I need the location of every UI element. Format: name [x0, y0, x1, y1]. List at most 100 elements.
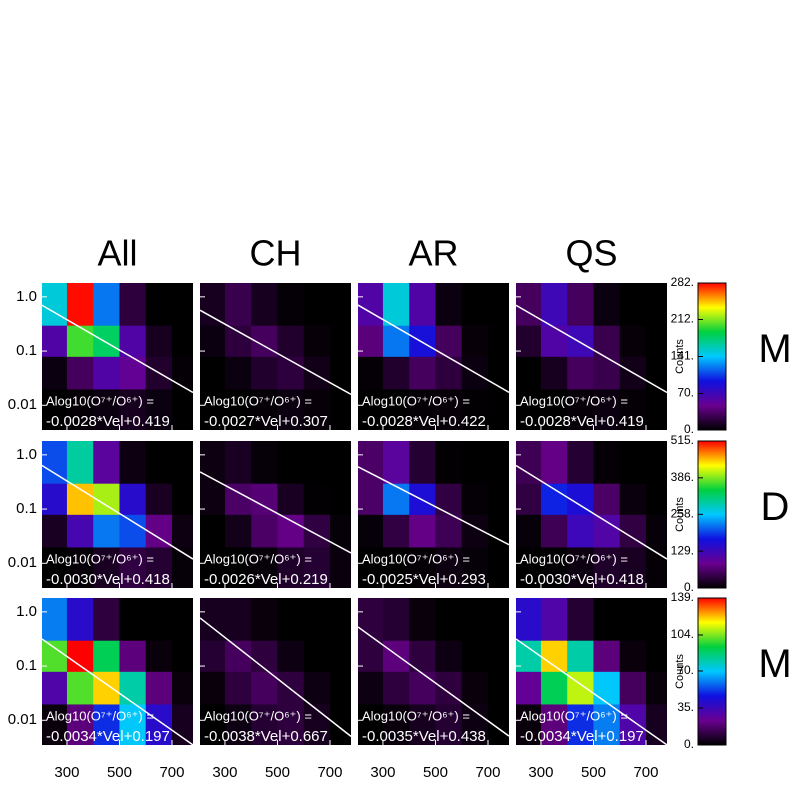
fit-line: [42, 304, 193, 394]
heat-cell: [358, 598, 384, 641]
heat-cell: [119, 640, 147, 672]
heat-cell: [645, 703, 667, 745]
heat-cell: [593, 483, 621, 515]
heat-cell: [435, 441, 463, 484]
heat-cell: [329, 283, 351, 326]
heat-cell: [145, 388, 173, 430]
heat-cell: [224, 598, 252, 641]
heat-cell: [171, 546, 193, 588]
heat-cell: [516, 514, 542, 548]
panel: [42, 283, 193, 430]
heat-cell: [329, 598, 351, 641]
x-tick-label: 500: [265, 764, 290, 781]
fit-line: [42, 464, 193, 560]
heat-cell: [224, 388, 252, 430]
heat-cell: [516, 325, 542, 357]
panel: [358, 598, 509, 745]
colorbar-tick-label: 35.: [677, 700, 694, 714]
heat-cell: [540, 598, 568, 641]
heat-cell: [461, 283, 489, 326]
heat-cell: [593, 388, 621, 430]
heat-cell: [200, 598, 226, 641]
y-tick-label: 0.1: [16, 500, 37, 517]
heat-cell: [645, 356, 667, 390]
heat-cell: [593, 441, 621, 484]
heat-cell: [516, 388, 542, 430]
heat-cell: [540, 514, 568, 548]
fit-label: -0.0028*Vel+0.419: [520, 413, 644, 430]
heat-cell: [382, 598, 410, 641]
heat-cell: [382, 283, 410, 326]
heat-cell: [329, 325, 351, 357]
heat-cell: [567, 671, 594, 705]
y-tick-label: 1.0: [16, 446, 37, 463]
fit-line: [200, 309, 351, 396]
fit-line: [358, 466, 509, 546]
heat-cell: [277, 441, 305, 484]
y-tick-label: 1.0: [16, 288, 37, 305]
heat-cell: [645, 546, 667, 588]
heat-cell: [540, 546, 568, 588]
heat-cell: [461, 514, 489, 548]
y-tick-label: 0.01: [8, 554, 37, 571]
row-label: M: [758, 642, 789, 686]
heat-cell: [435, 640, 463, 672]
x-tick-label: 300: [370, 764, 395, 781]
heat-cell: [224, 546, 252, 588]
heat-cell: [409, 388, 436, 430]
heat-cell: [645, 388, 667, 430]
heat-cell: [277, 598, 305, 641]
heat-cell: [358, 640, 384, 672]
heat-cell: [66, 388, 94, 430]
heat-cell: [277, 703, 305, 745]
heat-cell: [382, 703, 410, 745]
heat-cell: [435, 325, 463, 357]
heat-cell: [487, 546, 509, 588]
heat-cell: [329, 671, 351, 705]
heat-cell: [277, 356, 305, 390]
heat-cell: [461, 598, 489, 641]
heat-cell: [619, 441, 647, 484]
fit-label: -0.0038*Vel+0.667: [204, 728, 328, 745]
panel: [42, 598, 193, 745]
heat-cell: [540, 283, 568, 326]
heat-cell: [119, 283, 147, 326]
heat-cell: [382, 325, 410, 357]
heat-cell: [93, 703, 120, 745]
heat-cell: [303, 483, 331, 515]
heat-cell: [619, 483, 647, 515]
heat-cell: [645, 598, 667, 641]
heat-cell: [93, 640, 120, 672]
heat-cell: [224, 640, 252, 672]
heat-cell: [42, 640, 68, 672]
heat-cell: [329, 546, 351, 588]
heat-cell: [409, 703, 436, 745]
heat-cell: [567, 441, 594, 484]
heat-cell: [93, 546, 120, 588]
colorbar-label: Counts: [674, 654, 686, 689]
heat-cell: [251, 388, 278, 430]
colorbar-tick-label: 104.: [671, 627, 694, 641]
fit-line: [200, 617, 351, 737]
heat-cell: [66, 441, 94, 484]
heat-cell: [540, 703, 568, 745]
heat-cell: [516, 356, 542, 390]
heat-cell: [382, 356, 410, 390]
heat-cell: [66, 483, 94, 515]
heat-cell: [645, 283, 667, 326]
heat-cell: [42, 703, 68, 745]
heat-cell: [42, 598, 68, 641]
heat-cell: [171, 640, 193, 672]
heat-cell: [145, 703, 173, 745]
heat-cell: [42, 546, 68, 588]
heat-cell: [303, 356, 331, 390]
equation-label: Alog10(O⁷⁺/O⁶⁺) =: [362, 708, 470, 723]
heat-cell: [645, 483, 667, 515]
heat-cell: [171, 356, 193, 390]
heat-cell: [516, 546, 542, 588]
heat-cell: [593, 598, 621, 641]
heat-cell: [487, 640, 509, 672]
colorbar-tick-label: 129.: [671, 543, 694, 557]
heat-cell: [540, 325, 568, 357]
heat-cell: [358, 441, 384, 484]
